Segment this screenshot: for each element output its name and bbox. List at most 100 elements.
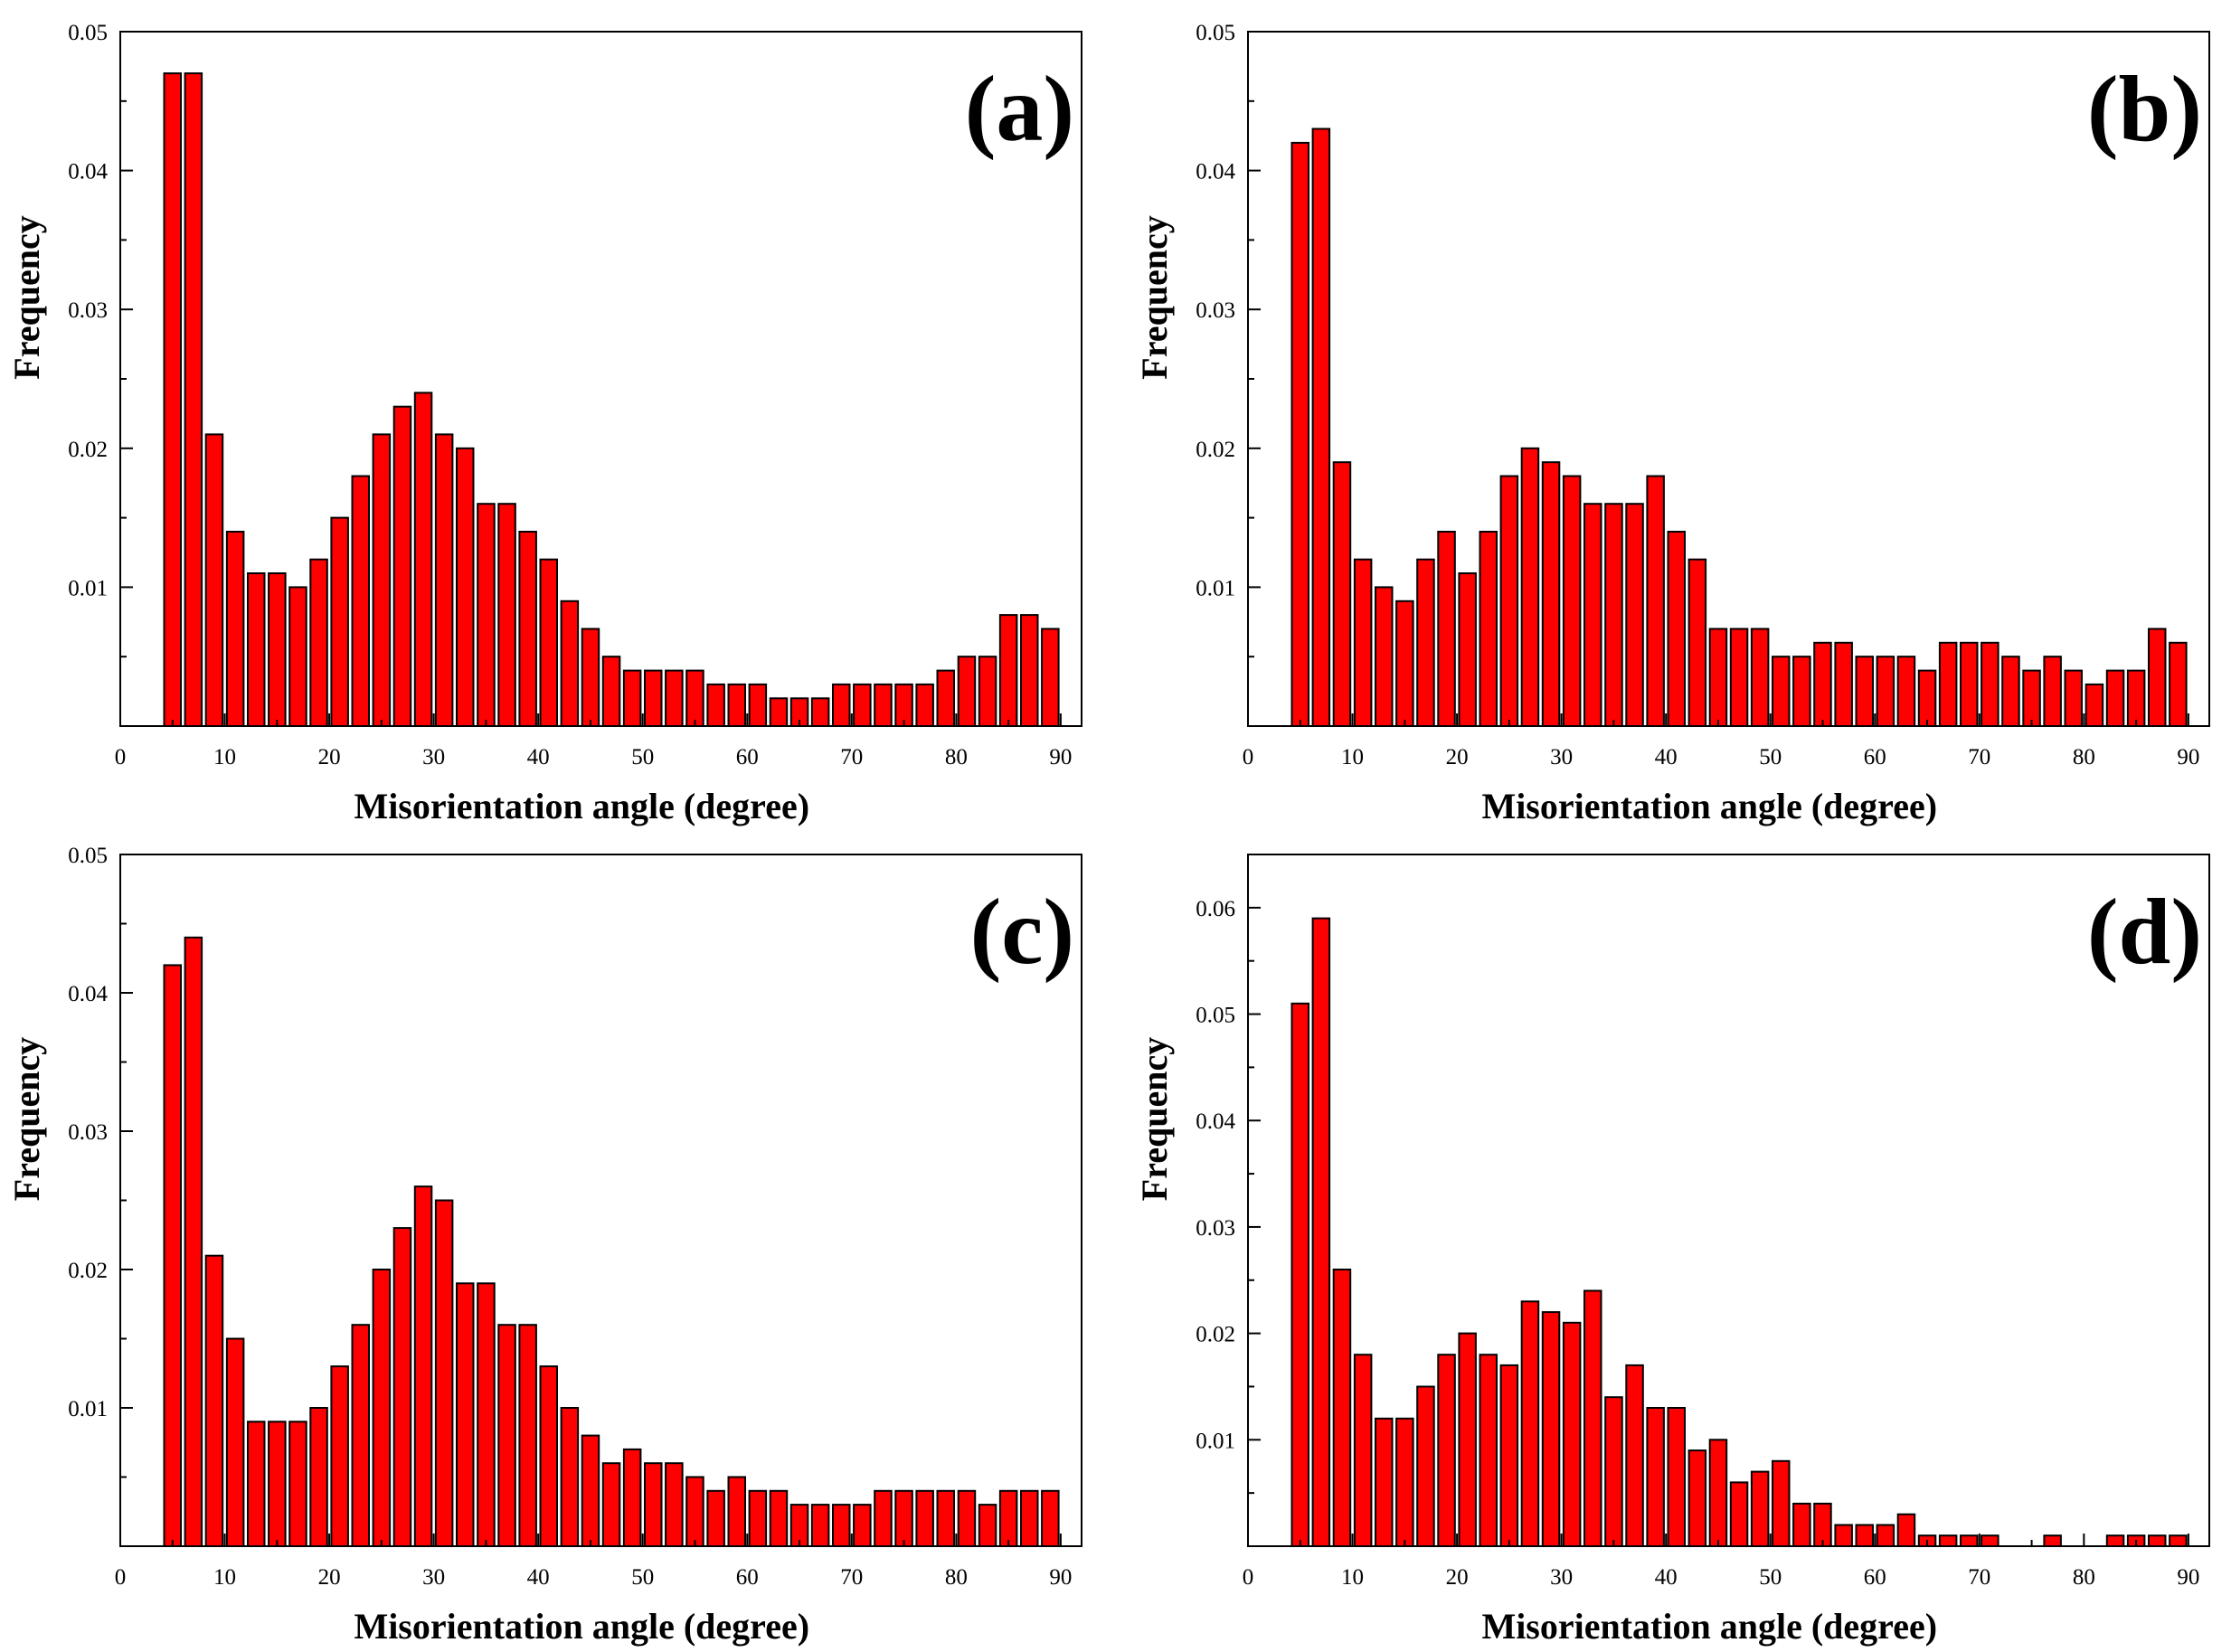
x-tick-label-b-4: 40 <box>1655 745 1678 769</box>
bar-a-20 <box>581 628 600 727</box>
x-tick-label-c-5: 50 <box>631 1565 654 1590</box>
bar-c-20 <box>581 1434 600 1547</box>
bar-c-22 <box>622 1448 642 1548</box>
bar-c-7 <box>309 1407 328 1547</box>
x-tick-label-c-1: 10 <box>213 1565 236 1590</box>
x-tick-label-d-0: 0 <box>1243 1565 1254 1590</box>
bar-b-9 <box>1479 531 1498 727</box>
bar-a-41 <box>1020 614 1039 727</box>
bar-a-36 <box>915 683 934 728</box>
bar-d-31 <box>1938 1534 1958 1547</box>
y-tick-label-b-2: 0.03 <box>1196 298 1235 323</box>
chart-panel-b: 0 10 20 30 40 50 60 70 80 90 0.01 0.02 0.03 0.04 0.05 M… <box>1134 21 2210 826</box>
x-axis-title-c: Misorientation angle (degree) <box>354 1606 809 1647</box>
bar-a-26 <box>706 683 725 728</box>
bar-c-31 <box>810 1504 830 1547</box>
bar-a-10 <box>372 433 392 727</box>
bar-d-33 <box>1980 1534 1999 1547</box>
x-tick-label-a-8: 80 <box>945 745 968 769</box>
panel-label-c: (c) <box>970 880 1074 984</box>
bar-a-15 <box>477 503 496 728</box>
bar-b-38 <box>2084 683 2104 728</box>
bar-b-35 <box>2022 669 2041 727</box>
y-tick-label-a-3: 0.04 <box>68 160 108 184</box>
bar-b-24 <box>1792 656 1811 728</box>
y-tick-label-d-1: 0.02 <box>1196 1323 1235 1347</box>
x-axis-title-d: Misorientation angle (degree) <box>1481 1606 1937 1647</box>
bar-b-30 <box>1917 669 1937 727</box>
bar-d-0 <box>1290 1002 1309 1548</box>
chart-panel-c: 0 10 20 30 40 50 60 70 80 90 0.01 0.02 0.03 0.04 0.05 M… <box>6 844 1082 1647</box>
bar-a-16 <box>497 503 516 728</box>
bar-b-41 <box>2148 628 2167 727</box>
bar-c-33 <box>853 1504 872 1547</box>
y-tick-label-b-3: 0.04 <box>1196 160 1235 184</box>
x-tick-label-d-8: 80 <box>2073 1565 2095 1590</box>
x-tick-label-a-3: 30 <box>422 745 445 769</box>
bar-d-25 <box>1813 1502 1832 1548</box>
x-tick-label-c-0: 0 <box>115 1565 127 1590</box>
bar-a-3 <box>225 531 245 727</box>
x-tick-label-b-8: 80 <box>2073 745 2095 769</box>
x-tick-label-b-1: 10 <box>1341 745 1364 769</box>
bar-d-19 <box>1687 1449 1707 1547</box>
bar-b-2 <box>1332 461 1352 727</box>
bar-a-19 <box>560 599 580 727</box>
bar-d-27 <box>1855 1524 1874 1547</box>
bar-c-14 <box>456 1282 475 1548</box>
bar-a-14 <box>456 447 475 727</box>
x-tick-label-c-7: 70 <box>840 1565 863 1590</box>
y-tick-label-c-2: 0.03 <box>68 1120 108 1145</box>
bar-d-15 <box>1604 1396 1623 1547</box>
bar-d-8 <box>1458 1332 1477 1547</box>
bar-d-16 <box>1625 1364 1644 1548</box>
panel-label-a: (a) <box>965 57 1074 161</box>
bar-c-3 <box>225 1337 245 1547</box>
bar-b-7 <box>1437 531 1456 727</box>
x-tick-label-d-5: 50 <box>1759 1565 1782 1590</box>
bar-d-9 <box>1479 1354 1498 1547</box>
bar-a-5 <box>268 572 287 727</box>
bar-c-34 <box>874 1489 893 1548</box>
y-tick-label-d-5: 0.06 <box>1196 897 1235 921</box>
bar-b-33 <box>1980 641 1999 727</box>
plot-frame-d <box>1247 854 2210 1547</box>
y-tick-label-b-0: 0.01 <box>1196 576 1235 600</box>
bar-a-29 <box>769 697 789 727</box>
bar-a-17 <box>518 531 537 727</box>
x-tick-label-b-9: 90 <box>2177 745 2199 769</box>
bar-b-29 <box>1896 656 1916 728</box>
x-tick-label-d-3: 30 <box>1550 1565 1573 1590</box>
bar-c-37 <box>936 1489 955 1548</box>
bar-b-28 <box>1876 656 1895 728</box>
bar-a-32 <box>832 683 851 728</box>
bar-d-18 <box>1667 1407 1686 1547</box>
bar-d-3 <box>1353 1354 1373 1547</box>
bar-a-9 <box>351 475 370 727</box>
bar-b-26 <box>1834 641 1853 727</box>
bar-b-23 <box>1772 656 1791 728</box>
bar-b-22 <box>1750 628 1770 727</box>
bar-b-5 <box>1395 599 1414 727</box>
bar-b-12 <box>1541 461 1561 727</box>
bar-b-10 <box>1499 475 1519 727</box>
bar-d-11 <box>1520 1300 1540 1548</box>
y-tick-label-d-2: 0.03 <box>1196 1216 1235 1241</box>
bar-d-10 <box>1499 1364 1519 1548</box>
x-tick-label-b-7: 70 <box>1968 745 1990 769</box>
x-axis-title-b: Misorientation angle (degree) <box>1481 786 1937 826</box>
y-tick-label-c-0: 0.01 <box>68 1397 108 1421</box>
y-tick-label-c-1: 0.02 <box>68 1259 108 1283</box>
bar-b-14 <box>1583 503 1602 728</box>
bar-a-1 <box>184 72 203 728</box>
panel-label-b: (b) <box>2087 57 2202 161</box>
bar-a-2 <box>204 433 224 727</box>
bar-c-19 <box>560 1407 580 1547</box>
bar-d-6 <box>1416 1385 1435 1547</box>
bar-c-16 <box>497 1324 516 1547</box>
bar-c-8 <box>330 1365 349 1547</box>
x-tick-label-c-4: 40 <box>527 1565 550 1590</box>
y-tick-label-d-4: 0.05 <box>1196 1004 1235 1028</box>
y-axis-title-d: Frequency <box>1134 1037 1175 1201</box>
